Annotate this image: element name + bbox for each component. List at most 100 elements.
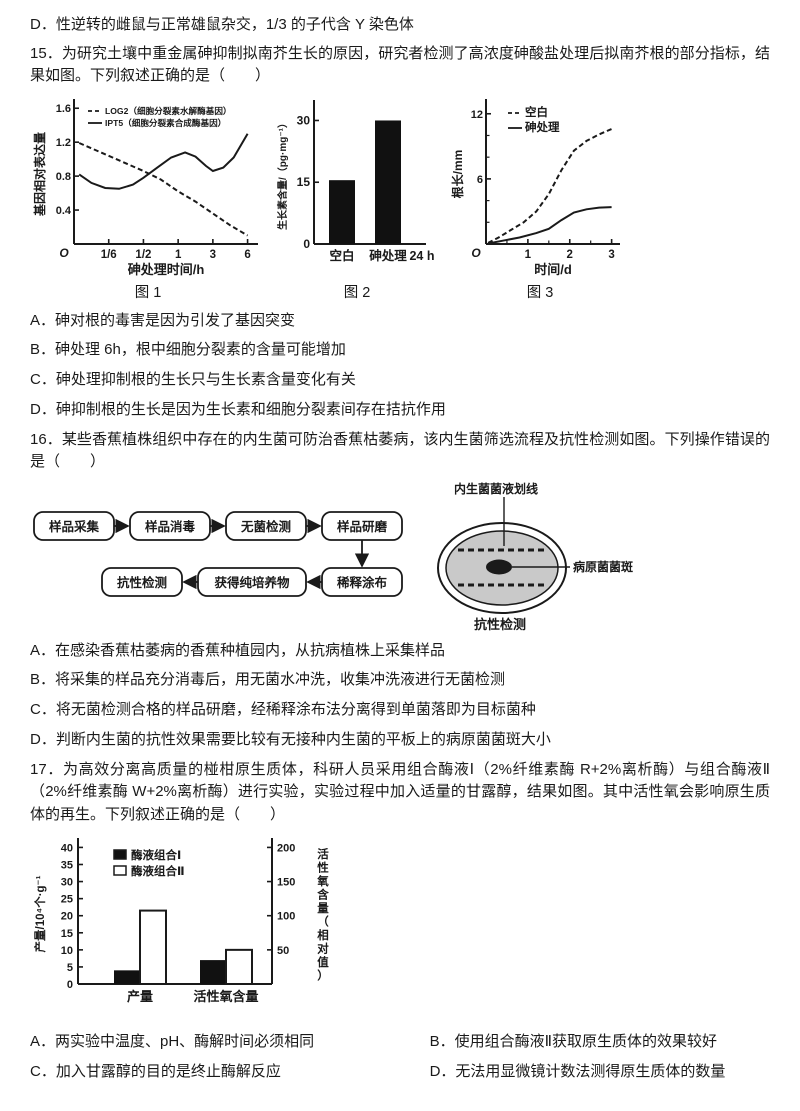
svg-text:样品消毒: 样品消毒 — [145, 519, 196, 534]
q16-stem: 16．某些香蕉植株组织中存在的内生菌可防治香蕉枯萎病，该内生菌筛选流程及抗性检测… — [30, 430, 770, 471]
svg-text:无菌检测: 无菌检测 — [240, 519, 291, 534]
svg-text:2: 2 — [567, 249, 573, 261]
svg-text:含: 含 — [316, 888, 329, 902]
q15-option-d: D．砷抑制根的生长是因为生长素和细胞分裂素间存在拮抗作用 — [30, 400, 446, 418]
svg-text:空白: 空白 — [329, 248, 354, 263]
svg-text:1: 1 — [525, 249, 532, 261]
svg-text:12: 12 — [471, 108, 483, 120]
svg-text:100: 100 — [277, 911, 295, 923]
q16-option-a: A．在感染香蕉枯萎病的香蕉种植园内，从抗病植株上采集样品 — [30, 641, 446, 659]
svg-text:30: 30 — [61, 877, 73, 889]
svg-text:O: O — [471, 246, 481, 260]
svg-text:IPT5（细胞分裂素合成酶基因）: IPT5（细胞分裂素合成酶基因） — [105, 117, 226, 128]
q17-figure: 0 5 10 15 20 25 30 35 40 50 100 150 200 产量/10⁴个·g⁻¹ 活性… — [30, 832, 770, 1022]
fig2-bar-chart: 0 15 30 生长素含量/（pg·mg⁻¹） 空白 砷处理 24 h — [276, 99, 435, 263]
fig17-grouped-bar-chart: 0 5 10 15 20 25 30 35 40 50 100 150 200 产量/10⁴个·g⁻¹ 活性… — [33, 838, 329, 1004]
svg-text:样品采集: 样品采集 — [49, 519, 100, 534]
svg-text:20: 20 — [61, 911, 73, 923]
svg-text:产量: 产量 — [127, 989, 153, 1004]
q17-option-a: A．两实验中温度、pH、酶解时间必须相同 — [30, 1033, 315, 1050]
svg-text:15: 15 — [297, 175, 311, 189]
svg-text:150: 150 — [277, 877, 295, 889]
svg-text:抗性检测: 抗性检测 — [117, 575, 167, 590]
fig2-caption: 图 2 — [343, 284, 371, 301]
svg-text:200: 200 — [277, 842, 295, 854]
fig3-caption: 图 3 — [526, 284, 554, 301]
fig1-figure: O 0.4 0.8 1.2 1.6 1/6 1/2 1 3 6 砷处理时间/h 基因相对表达量 LOG2… — [32, 94, 264, 302]
q16-options: A．在感染香蕉枯萎病的香蕉种植园内，从抗病植株上采集样品 B．将采集的样品充分消… — [30, 640, 770, 751]
svg-text:10: 10 — [61, 945, 73, 957]
svg-text:（: （ — [317, 915, 329, 929]
svg-text:30: 30 — [297, 113, 311, 127]
q16-petri-wrap: 内生菌菌液划线 病原菌菌斑 抗性检测 — [424, 480, 644, 632]
svg-text:24 h: 24 h — [409, 249, 434, 263]
fig3-figure: O 6 12 1 2 3 时间/d 根长/mm 空白 砷处理 图 3 — [450, 94, 630, 302]
svg-text:35: 35 — [61, 859, 73, 871]
svg-text:氧: 氧 — [316, 874, 329, 888]
svg-text:1.2: 1.2 — [56, 137, 71, 149]
q16-flowchart-wrap: 样品采集 样品消毒 无菌检测 样品研磨稀释涂布 获得纯培养物 抗性检测 — [30, 506, 410, 604]
svg-text:砷处理时间/h: 砷处理时间/h — [128, 262, 205, 277]
q15-option-c: C．砷处理抑制根的生长只与生长素含量变化有关 — [30, 371, 356, 388]
svg-text:样品研磨: 样品研磨 — [337, 519, 388, 534]
svg-text:5: 5 — [67, 962, 73, 974]
svg-text:根长/mm: 根长/mm — [450, 149, 465, 198]
svg-text:产量/10⁴个·g⁻¹: 产量/10⁴个·g⁻¹ — [33, 875, 47, 952]
svg-text:LOG2（细胞分裂素水解酶基因）: LOG2（细胞分裂素水解酶基因） — [105, 105, 232, 116]
q15-option-a: A．砷对根的毒害是因为引发了基因突变 — [30, 311, 296, 329]
q15-figures: O 0.4 0.8 1.2 1.6 1/6 1/2 1 3 6 砷处理时间/h 基因相对表达量 LOG2… — [32, 94, 770, 302]
q17-options: A．两实验中温度、pH、酶解时间必须相同 B．使用组合酶液Ⅱ获取原生质体的效果较… — [30, 1030, 770, 1081]
svg-text:时间/d: 时间/d — [534, 262, 572, 277]
svg-text:值: 值 — [317, 955, 329, 969]
fig1-caption: 图 1 — [134, 284, 162, 301]
svg-text:性: 性 — [317, 861, 329, 875]
svg-text:内生菌菌液划线: 内生菌菌液划线 — [454, 481, 538, 496]
prev-question-option-d: D．性逆转的雌鼠与正常雄鼠杂交，1/3 的子代含 Y 染色体 — [30, 16, 414, 33]
svg-text:1/2: 1/2 — [135, 249, 151, 261]
svg-text:3: 3 — [210, 249, 216, 261]
svg-text:对: 对 — [317, 942, 329, 956]
svg-text:基因相对表达量: 基因相对表达量 — [32, 131, 47, 216]
svg-text:活: 活 — [317, 847, 329, 861]
svg-text:酶液组合Ⅱ: 酶液组合Ⅱ — [131, 864, 185, 878]
svg-text:活性氧含量: 活性氧含量 — [193, 989, 258, 1004]
svg-text:稀释涂布: 稀释涂布 — [337, 575, 388, 590]
q16-option-c: C．将无菌检测合格的样品研磨，经稀释涂布法分离得到单菌落即为目标菌种 — [30, 701, 536, 718]
svg-text:50: 50 — [277, 945, 289, 957]
svg-text:O: O — [59, 246, 69, 260]
svg-text:1: 1 — [175, 249, 182, 261]
svg-text:25: 25 — [61, 894, 73, 906]
svg-text:生长素含量/（pg·mg⁻¹）: 生长素含量/（pg·mg⁻¹） — [276, 118, 289, 230]
svg-text:病原菌菌斑: 病原菌菌斑 — [573, 559, 633, 574]
svg-text:3: 3 — [608, 249, 614, 261]
q17-option-c: C．加入甘露醇的目的是终止酶解反应 — [30, 1063, 281, 1080]
svg-text:6: 6 — [477, 173, 483, 185]
fig2-figure: 0 15 30 生长素含量/（pg·mg⁻¹） 空白 砷处理 24 h 图 2 — [274, 94, 440, 302]
svg-text:6: 6 — [244, 249, 250, 261]
q17-option-d: D．无法用显微镜计数法测得原生质体的数量 — [429, 1063, 726, 1080]
svg-text:0: 0 — [303, 237, 310, 251]
exam-page: D．性逆转的雌鼠与正常雄鼠杂交，1/3 的子代含 Y 染色体 15．为研究土壤中… — [30, 14, 770, 1081]
svg-text:相: 相 — [317, 928, 329, 942]
svg-text:空白: 空白 — [525, 105, 548, 119]
q17-option-b: B．使用组合酶液Ⅱ获取原生质体的效果较好 — [429, 1033, 717, 1050]
svg-text:获得纯培养物: 获得纯培养物 — [214, 575, 290, 590]
fig1-line-chart: O 0.4 0.8 1.2 1.6 1/6 1/2 1 3 6 砷处理时间/h 基因相对表达量 LOG2… — [32, 98, 258, 277]
svg-text:砷处理: 砷处理 — [525, 120, 560, 134]
svg-text:40: 40 — [61, 842, 73, 854]
svg-text:砷处理: 砷处理 — [369, 248, 407, 263]
q16-option-d: D．判断内生菌的抗性效果需要比较有无接种内生菌的平板上的病原菌菌斑大小 — [30, 730, 551, 748]
svg-text:15: 15 — [61, 928, 73, 940]
q17-stem: 17．为高效分离高质量的椪柑原生质体，科研人员采用组合酶液Ⅰ（2%纤维素酶 R+… — [30, 760, 770, 823]
q16-figures: 样品采集 样品消毒 无菌检测 样品研磨稀释涂布 获得纯培养物 抗性检测 内生菌菌液划线病原… — [30, 480, 770, 632]
svg-text:酶液组合Ⅰ: 酶液组合Ⅰ — [131, 848, 181, 862]
svg-text:0: 0 — [67, 979, 73, 991]
svg-text:0.8: 0.8 — [56, 171, 71, 183]
q16-option-b: B．将采集的样品充分消毒后，用无菌水冲洗，收集冲洗液进行无菌检测 — [30, 671, 506, 689]
svg-text:1.6: 1.6 — [56, 103, 71, 115]
svg-text:量: 量 — [317, 901, 329, 915]
q15-options: A．砷对根的毒害是因为引发了基因突变 B．砷处理 6h，根中细胞分裂素的含量可能… — [30, 310, 770, 421]
